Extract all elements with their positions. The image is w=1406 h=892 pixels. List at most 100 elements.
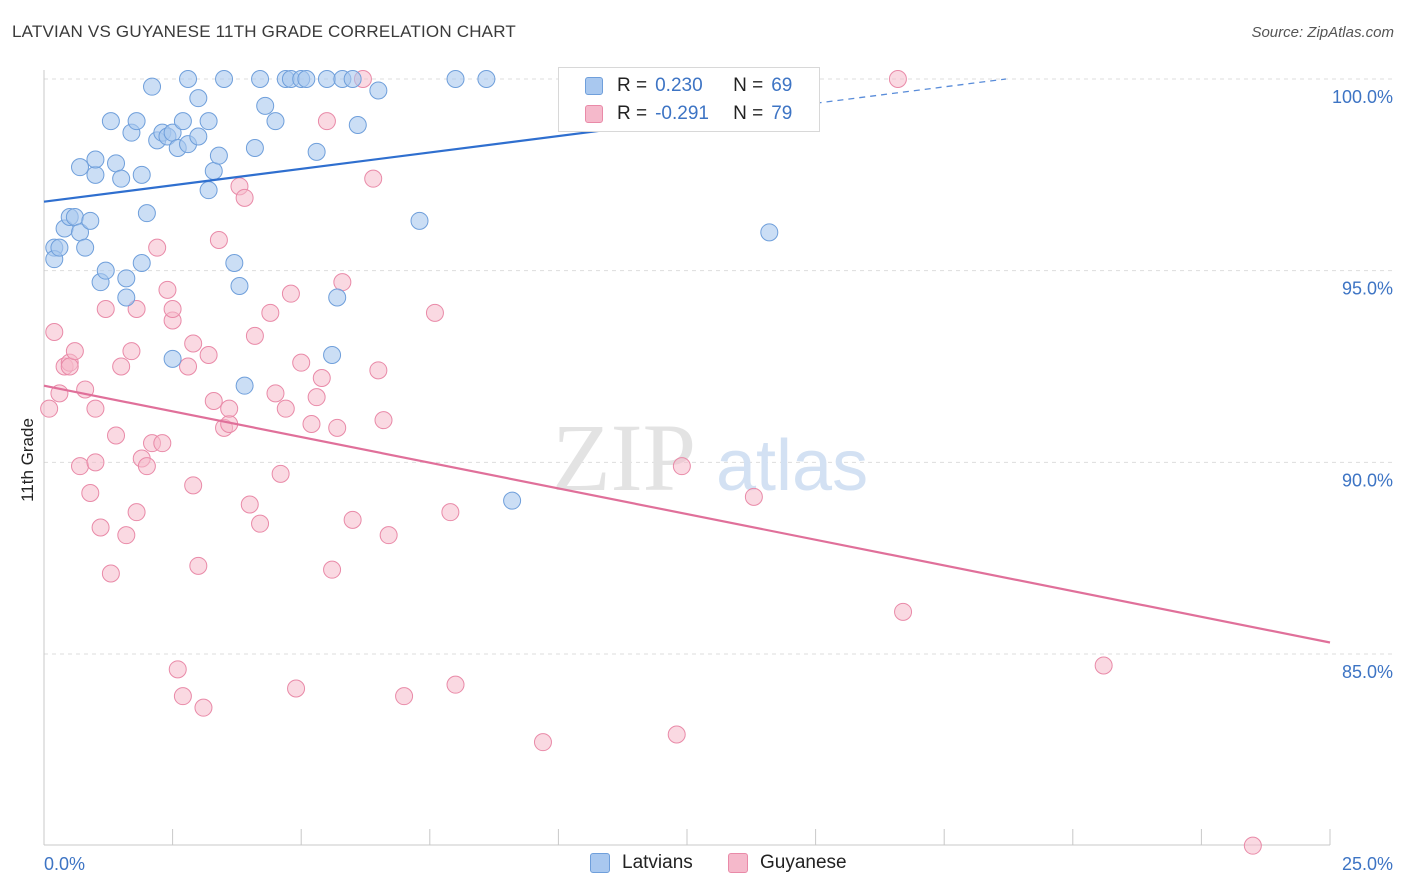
y-tick-label: 100.0%	[1332, 87, 1393, 107]
watermark-atlas: atlas	[716, 426, 868, 506]
latvians-point	[71, 158, 90, 177]
legend-r-value: 0.230	[655, 75, 703, 96]
guyanese-point	[189, 556, 208, 575]
legend-r-value: -0.291	[655, 103, 709, 124]
latvians-point	[189, 127, 208, 146]
guyanese-point	[65, 342, 84, 361]
latvians-point	[81, 211, 100, 230]
latvians-point	[317, 70, 336, 88]
guyanese-point	[894, 602, 913, 621]
guyanese-point	[287, 679, 306, 698]
guyanese-point	[425, 303, 444, 322]
guyanese-point	[60, 357, 79, 376]
guyanese-point	[122, 342, 141, 361]
latvians-point	[163, 349, 182, 368]
legend-row-guyanese: R = -0.291 N = 79	[559, 100, 792, 128]
guyanese-point	[333, 273, 352, 292]
guyanese-point	[271, 464, 290, 483]
latvians-point	[112, 169, 131, 188]
latvians-point	[132, 254, 151, 272]
latvians-point	[343, 70, 362, 88]
latvians-point	[266, 112, 285, 131]
guyanese-point	[276, 399, 295, 418]
legend-n-label: N =	[733, 103, 764, 124]
guyanese-point	[888, 70, 907, 88]
latvians-point	[86, 165, 105, 184]
legend-label-guyanese: Guyanese	[760, 852, 847, 873]
guyanese-point	[204, 392, 223, 410]
guyanese-point	[127, 300, 146, 318]
guyanese-point	[209, 231, 228, 249]
guyanese-point	[148, 238, 167, 257]
latvians-point	[307, 142, 326, 161]
guyanese-point	[179, 357, 198, 376]
gridlines	[44, 78, 1395, 655]
latvians-point	[230, 277, 249, 295]
legend-swatch-latvians	[590, 853, 610, 873]
guyanese-point	[251, 514, 270, 533]
latvians-point	[245, 139, 264, 157]
guyanese-point	[194, 698, 213, 717]
guyanese-point	[184, 476, 203, 495]
legend-item-guyanese[interactable]: Guyanese	[728, 852, 847, 874]
correlation-legend: R = 0.230 N = 69 R = -0.291 N = 79	[558, 67, 820, 132]
latvians-point	[132, 165, 151, 184]
x-tick-labels: 0.0% 25.0%	[44, 854, 1393, 874]
guyanese-points	[40, 70, 1262, 855]
latvians-point	[328, 288, 347, 307]
latvians-trend-extension	[815, 78, 1007, 104]
guyanese-point	[1243, 836, 1262, 855]
guyanese-point	[240, 495, 259, 514]
latvians-point	[215, 70, 234, 88]
guyanese-point	[158, 280, 177, 299]
legend-r-label: R =	[617, 103, 648, 124]
guyanese-point	[533, 733, 552, 752]
guyanese-point	[91, 518, 110, 537]
guyanese-point	[744, 487, 763, 506]
latvians-point	[209, 146, 228, 165]
legend-label-latvians: Latvians	[622, 852, 693, 873]
latvians-point	[189, 89, 208, 108]
guyanese-point	[667, 725, 686, 744]
latvians-point	[251, 70, 270, 88]
latvians-point	[101, 112, 120, 131]
latvians-point	[477, 70, 496, 88]
guyanese-point	[292, 353, 311, 372]
legend-n-value: 79	[771, 103, 793, 124]
latvians-point	[179, 70, 198, 88]
guyanese-point	[107, 426, 126, 445]
legend-item-latvians[interactable]: Latvians	[590, 852, 693, 874]
latvians-point	[297, 70, 316, 88]
guyanese-point	[307, 388, 326, 407]
guyanese-point	[323, 560, 342, 579]
guyanese-point	[374, 411, 393, 430]
guyanese-point	[199, 346, 218, 364]
guyanese-point	[220, 399, 239, 418]
latvians-point	[199, 181, 218, 200]
watermark: ZIP atlas	[552, 404, 868, 511]
legend-row-latvians: R = 0.230 N = 69	[559, 72, 792, 100]
chart-title: LATVIAN VS GUYANESE 11TH GRADE CORRELATI…	[12, 22, 516, 41]
guyanese-point	[672, 457, 691, 476]
x-tick-label: 25.0%	[1342, 854, 1393, 874]
guyanese-point	[302, 415, 321, 433]
guyanese-point	[328, 418, 347, 437]
latvians-point	[503, 491, 522, 510]
latvians-point	[50, 238, 69, 257]
guyanese-point	[137, 457, 156, 476]
latvians-point	[225, 254, 244, 272]
y-tick-label: 85.0%	[1342, 662, 1393, 682]
guyanese-point	[86, 453, 105, 472]
legend-swatch-guyanese	[728, 853, 748, 873]
guyanese-point	[281, 284, 300, 303]
guyanese-point	[1094, 656, 1113, 675]
guyanese-point	[364, 169, 383, 188]
latvians-point	[173, 112, 192, 131]
guyanese-point	[96, 300, 115, 318]
guyanese-point	[163, 300, 182, 318]
guyanese-point	[312, 369, 331, 387]
guyanese-point	[168, 660, 187, 679]
axes	[43, 70, 1331, 846]
guyanese-point	[127, 503, 146, 522]
guyanese-point	[317, 112, 336, 131]
